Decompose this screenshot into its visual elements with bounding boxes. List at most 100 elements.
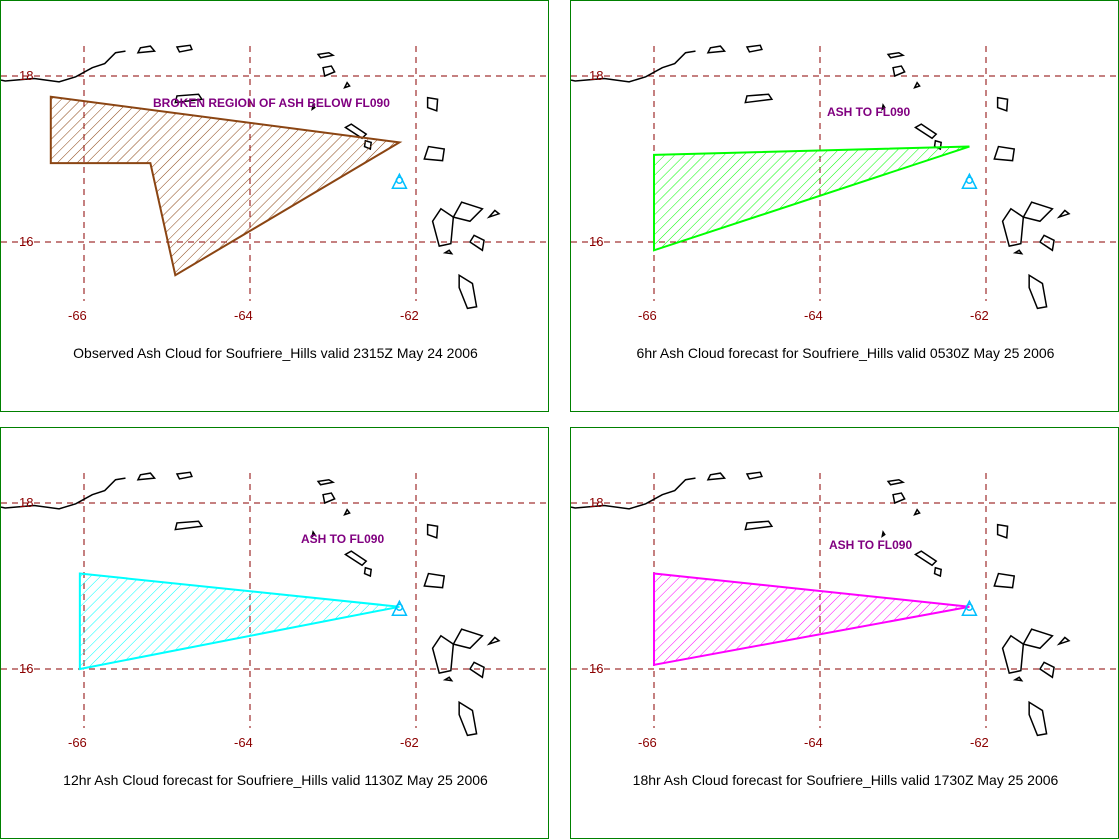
lon-label-64: -64 [804,735,823,750]
antigua-island [423,145,446,162]
barbuda-island [426,96,439,112]
lat-label-18: 18 [19,495,34,510]
desirade-island [1056,636,1071,646]
anguilla-island [886,51,906,59]
st-kitts-island [914,123,938,140]
ash-annotation: ASH TO FL090 [301,532,385,546]
lon-label-66: -66 [638,735,657,750]
st-kitts-island [914,550,938,567]
lat-label-16: 16 [589,661,604,676]
puerto-rico-coast [1,477,126,510]
lon-label-66: -66 [638,308,657,323]
ash-annotation: BROKEN REGION OF ASH BELOW FL090 [153,96,390,110]
lat-label-18: 18 [589,68,604,83]
culebra-island [136,45,157,54]
ash-cloud-polygon [78,572,400,671]
volcano-icon [961,172,978,189]
panel-caption: Observed Ash Cloud for Soufriere_Hills v… [73,345,478,361]
lon-label-64: -64 [804,308,823,323]
barbuda-island [426,523,439,539]
volcano-icon [961,599,978,616]
desirade-island [486,636,501,646]
les-saintes-island [442,249,454,255]
panel-18hr: 18 16 -66 -64 -62 ASH TO FL090 18hr Ash … [570,427,1119,839]
lon-label-62: -62 [970,735,989,750]
st-croix-island [174,520,204,531]
lon-label-66: -66 [68,735,87,750]
guadeloupe-grande-terre [452,628,484,650]
ash-cloud-polygon [49,95,403,277]
st-thomas-island [745,44,763,53]
lat-label-18: 18 [19,68,34,83]
ash-annotation: ASH TO FL090 [827,105,911,119]
desirade-island [486,209,501,219]
st-barts-island [913,81,921,89]
les-saintes-island [1012,249,1024,255]
lat-label-16: 16 [19,661,34,676]
marie-galante-island [1038,234,1055,252]
anguilla-island [316,478,336,486]
lon-label-64: -64 [234,308,253,323]
dominica-island [1028,700,1048,737]
panel-6hr: 18 16 -66 -64 -62 ASH TO FL090 6hr Ash C… [570,0,1119,412]
st-barts-island [343,508,351,516]
dominica-island [458,273,478,310]
coastlines [1,471,501,737]
antigua-island [993,572,1016,589]
st-kitts-island [344,123,368,140]
culebra-island [136,472,157,481]
map-observed [1,44,550,310]
puerto-rico-coast [571,50,696,83]
saba-island [881,103,886,111]
st-croix-island [744,520,774,531]
st-thomas-island [745,471,763,480]
lon-label-64: -64 [234,735,253,750]
culebra-island [706,45,727,54]
antigua-island [993,145,1016,162]
barbuda-island [996,96,1009,112]
ash-cloud-polygon [653,572,970,667]
antigua-island [423,572,446,589]
les-saintes-island [442,676,454,682]
st-croix-island [744,93,774,104]
st-kitts-island [344,550,368,567]
volcano-icon [391,172,408,189]
panel-caption: 12hr Ash Cloud forecast for Soufriere_Hi… [63,772,488,788]
st-martin-island [892,492,906,505]
map-12hr [1,471,550,737]
map-6hr [571,44,1119,310]
desirade-island [1056,209,1071,219]
marie-galante-island [468,234,485,252]
lon-label-62: -62 [970,308,989,323]
st-barts-island [913,508,921,516]
st-croix-island [174,93,204,104]
guadeloupe-grande-terre [452,201,484,223]
ash-cloud-polygon [653,145,970,252]
guadeloupe-basse-terre [1001,207,1025,248]
map-18hr [571,471,1119,737]
st-barts-island [343,81,351,89]
puerto-rico-coast [1,50,126,83]
dominica-island [458,700,478,737]
anguilla-island [316,51,336,59]
les-saintes-island [1012,676,1024,682]
coastlines [571,44,1071,310]
saba-island [881,530,886,538]
st-martin-island [892,65,906,78]
st-martin-island [322,65,336,78]
saba-island [311,530,316,538]
st-martin-island [322,492,336,505]
puerto-rico-coast [571,477,696,510]
nevis-island [363,566,373,578]
panel-12hr: 18 16 -66 -64 -62 ASH TO FL090 12hr Ash … [0,427,550,839]
volcano-icon [391,599,408,616]
anguilla-island [886,478,906,486]
lat-label-16: 16 [19,234,34,249]
saba-island [311,103,316,111]
panel-caption: 6hr Ash Cloud forecast for Soufriere_Hil… [636,345,1055,361]
st-thomas-island [175,44,193,53]
st-thomas-island [175,471,193,480]
ash-annotation: ASH TO FL090 [829,538,913,552]
marie-galante-island [1038,661,1055,679]
